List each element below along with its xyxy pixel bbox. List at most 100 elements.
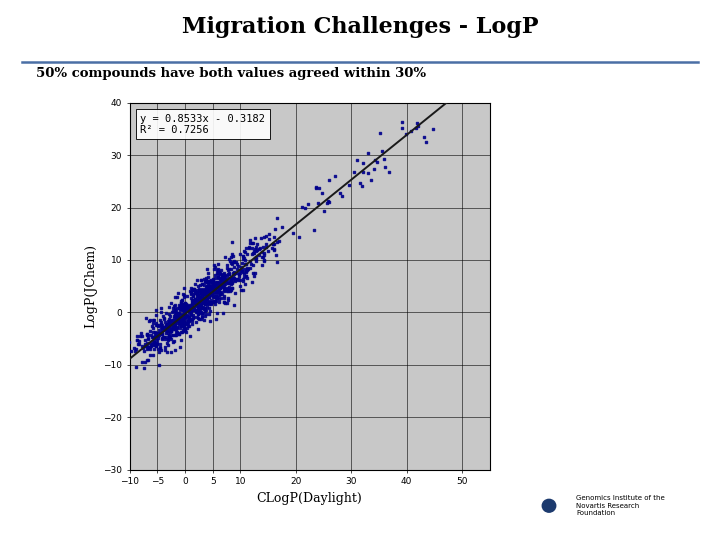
- Point: [204, 286, 215, 294]
- Point: [140, 335, 151, 344]
- Point: [240, 265, 251, 274]
- Point: [171, 328, 183, 336]
- Point: [167, 323, 179, 332]
- Point: [136, 357, 148, 366]
- Point: [201, 299, 212, 308]
- Point: [209, 280, 220, 288]
- Point: [308, 226, 320, 234]
- Point: [204, 277, 216, 286]
- Point: [169, 310, 181, 319]
- Point: [203, 292, 215, 301]
- Point: [224, 269, 235, 278]
- Point: [140, 313, 152, 322]
- Point: [163, 310, 175, 319]
- Point: [149, 338, 161, 347]
- Point: [196, 309, 207, 318]
- Point: [229, 263, 240, 272]
- Point: [180, 299, 192, 308]
- Point: [224, 285, 235, 293]
- Point: [177, 306, 189, 315]
- Point: [195, 293, 207, 302]
- Point: [202, 286, 213, 294]
- Point: [143, 331, 154, 340]
- Point: [156, 322, 167, 331]
- Point: [186, 306, 198, 314]
- Point: [199, 285, 210, 294]
- Point: [202, 281, 213, 290]
- Point: [170, 326, 181, 334]
- Point: [170, 314, 181, 322]
- Point: [206, 300, 217, 309]
- Point: [214, 281, 225, 289]
- Point: [226, 284, 238, 293]
- Point: [253, 245, 265, 253]
- Point: [159, 326, 171, 334]
- Point: [176, 311, 188, 320]
- Point: [199, 312, 211, 320]
- Point: [228, 269, 240, 278]
- Point: [233, 269, 244, 278]
- Point: [171, 317, 183, 326]
- Point: [213, 278, 225, 286]
- Point: [197, 296, 209, 305]
- Point: [213, 298, 225, 306]
- Point: [146, 322, 158, 330]
- Point: [144, 327, 156, 335]
- Point: [166, 324, 177, 333]
- Point: [204, 276, 215, 285]
- Point: [197, 299, 208, 308]
- Point: [237, 255, 248, 264]
- Point: [192, 302, 203, 310]
- Point: [168, 301, 179, 310]
- Point: [166, 308, 178, 316]
- Point: [200, 290, 212, 299]
- Point: [143, 342, 154, 351]
- Point: [153, 361, 165, 369]
- Point: [218, 292, 230, 301]
- Point: [171, 314, 183, 322]
- Point: [176, 317, 187, 326]
- Point: [271, 238, 283, 246]
- Point: [176, 322, 187, 330]
- Point: [137, 343, 148, 352]
- Point: [197, 294, 208, 302]
- Point: [184, 317, 195, 326]
- Point: [214, 283, 225, 292]
- Point: [156, 318, 167, 327]
- Point: [189, 299, 201, 307]
- Point: [165, 315, 176, 324]
- Point: [202, 277, 214, 286]
- Point: [179, 319, 191, 328]
- Point: [189, 305, 200, 314]
- Point: [195, 300, 207, 309]
- Point: [159, 334, 171, 343]
- Point: [177, 313, 189, 322]
- Point: [204, 285, 216, 294]
- Point: [188, 306, 199, 315]
- Point: [208, 265, 220, 274]
- Point: [173, 288, 184, 297]
- Point: [194, 315, 205, 323]
- Point: [147, 315, 158, 324]
- Point: [222, 294, 234, 302]
- Point: [215, 294, 227, 302]
- Point: [229, 276, 240, 285]
- Point: [199, 303, 211, 312]
- Point: [199, 276, 211, 285]
- Point: [222, 272, 233, 280]
- Point: [195, 287, 207, 296]
- Point: [197, 299, 208, 308]
- Point: [189, 287, 201, 295]
- Point: [186, 304, 197, 313]
- Point: [238, 272, 250, 281]
- Point: [203, 285, 215, 293]
- Point: [199, 292, 210, 300]
- Point: [168, 312, 180, 321]
- Point: [166, 320, 178, 328]
- Point: [336, 192, 348, 200]
- Text: 50% compounds have both values agreed within 30%: 50% compounds have both values agreed wi…: [36, 68, 426, 80]
- Point: [231, 260, 243, 268]
- Point: [214, 280, 225, 288]
- Point: [112, 380, 124, 389]
- Point: [151, 336, 163, 345]
